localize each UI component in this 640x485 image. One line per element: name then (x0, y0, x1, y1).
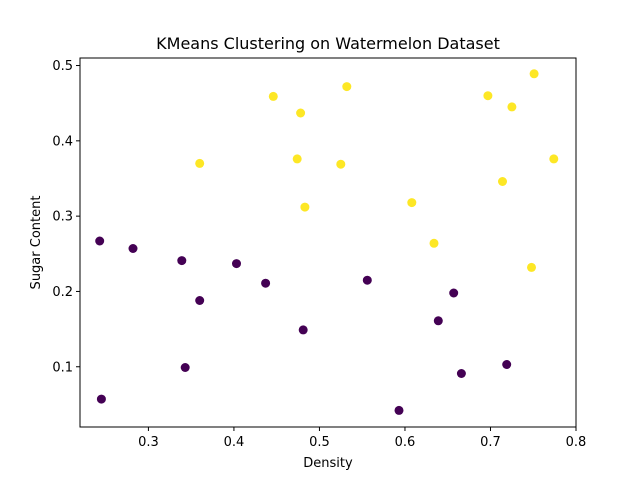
x-tick-label: 0.5 (309, 435, 330, 450)
data-point-cluster-1-5 (336, 159, 346, 169)
data-point-cluster-0-6 (232, 259, 241, 269)
data-point-cluster-1-7 (407, 198, 417, 208)
x-axis-ticks: 0.3 0.4 0.5 0.6 0.7 0.8 (138, 427, 586, 450)
data-point-cluster-0-3 (177, 256, 187, 266)
data-point-cluster-1-14 (549, 154, 559, 164)
data-point-cluster-1-4 (300, 202, 310, 212)
data-point-cluster-0-2 (128, 244, 138, 253)
chart-title: KMeans Clustering on Watermelon Dataset (156, 34, 500, 53)
y-tick-label: 0.2 (52, 285, 73, 300)
data-point-cluster-1-1 (268, 91, 278, 101)
data-point-cluster-0-8 (298, 325, 308, 335)
y-tick-label: 0.3 (52, 210, 73, 225)
data-point-cluster-0-11 (433, 316, 443, 326)
data-point-cluster-0-1 (96, 394, 106, 404)
data-point-cluster-1-3 (296, 108, 306, 118)
y-axis-ticks: 0.1 0.2 0.3 0.4 0.5 (52, 59, 80, 375)
data-point-cluster-1-8 (429, 238, 439, 248)
x-tick-label: 0.3 (138, 435, 159, 450)
data-point-cluster-1-2 (292, 154, 302, 164)
points-layer (95, 69, 559, 415)
x-tick-label: 0.4 (224, 435, 245, 450)
data-point-cluster-1-13 (529, 69, 539, 79)
data-point-cluster-0-0 (95, 236, 105, 246)
data-point-cluster-0-14 (502, 360, 512, 369)
data-point-cluster-1-9 (483, 91, 493, 101)
data-point-cluster-0-12 (449, 288, 459, 298)
data-point-cluster-1-10 (498, 177, 507, 186)
data-point-cluster-0-9 (362, 275, 372, 285)
data-point-cluster-0-7 (261, 278, 271, 288)
y-tick-label: 0.1 (52, 360, 73, 375)
y-tick-label: 0.5 (52, 59, 73, 74)
x-tick-label: 0.6 (395, 435, 416, 450)
x-axis-label: Density (303, 456, 353, 471)
data-point-cluster-1-11 (507, 102, 517, 112)
x-tick-label: 0.7 (480, 435, 501, 450)
data-point-cluster-1-6 (342, 82, 352, 92)
data-point-cluster-0-10 (394, 405, 404, 415)
x-tick-label: 0.8 (566, 435, 587, 450)
data-point-cluster-0-5 (195, 296, 205, 305)
y-tick-label: 0.4 (52, 134, 73, 149)
y-axis-label: Sugar Content (29, 196, 44, 290)
data-point-cluster-1-12 (527, 262, 536, 272)
data-point-cluster-1-0 (195, 158, 205, 168)
data-point-cluster-0-4 (180, 363, 190, 372)
plot-frame (79, 57, 577, 428)
data-point-cluster-0-13 (456, 369, 466, 378)
